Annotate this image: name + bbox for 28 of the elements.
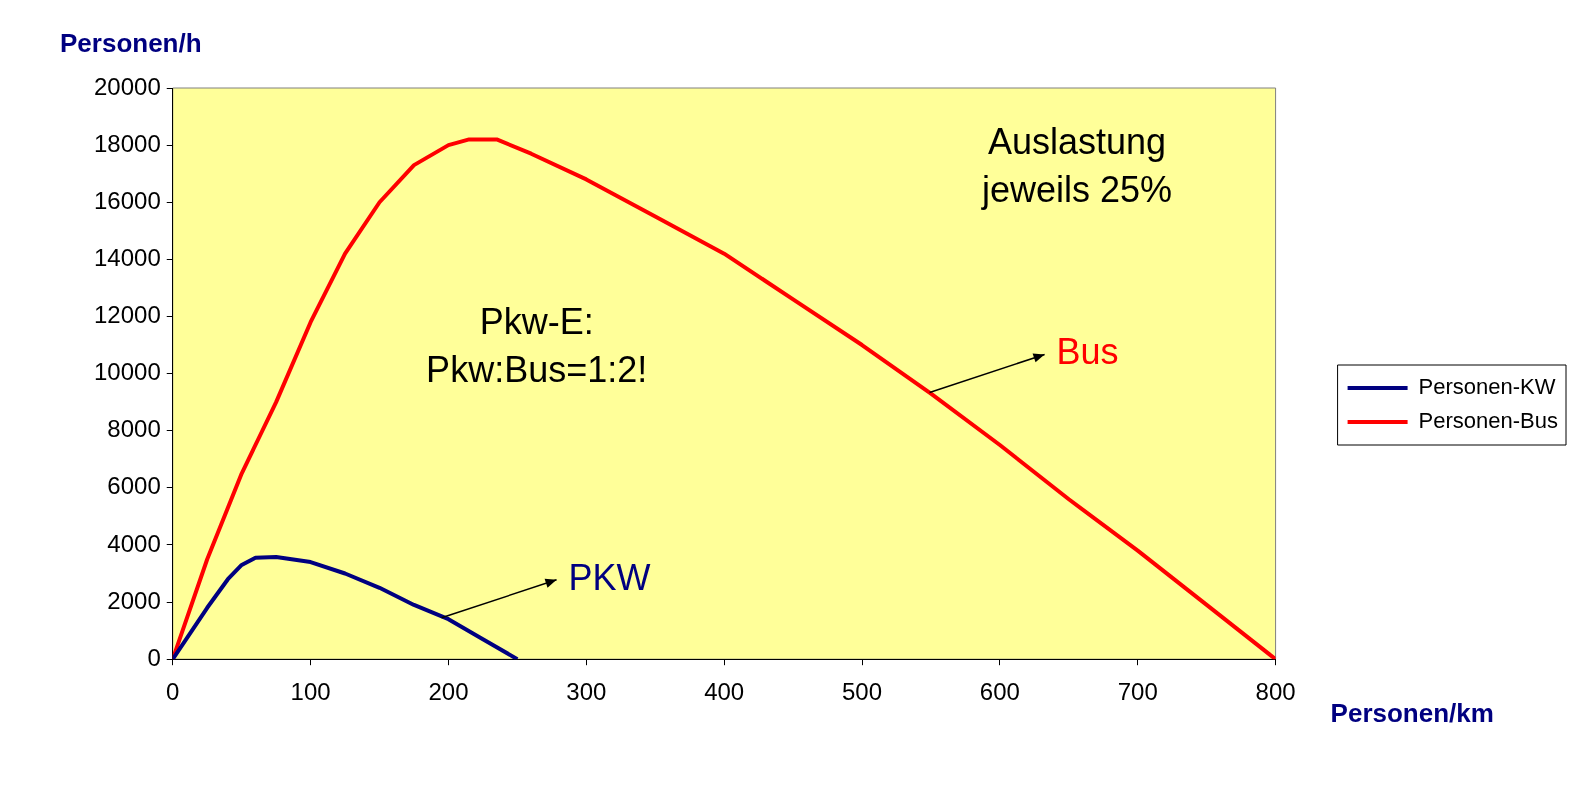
y-tick-label: 16000 [93,186,161,214]
x-tick-label: 200 [428,678,469,706]
x-tick-label: 800 [1255,678,1296,706]
y-tick-label: 2000 [107,586,161,614]
annotation: PKW [568,556,651,598]
annotation: Auslastung jeweils 25% [981,120,1173,210]
y-tick-label: 10000 [93,358,161,386]
y-tick-label: 6000 [107,472,161,500]
annotation: Bus [1056,331,1119,373]
y-tick-label: 14000 [93,243,161,271]
x-axis-title: Personen/km [1330,698,1494,729]
x-tick-label: 100 [290,678,331,706]
x-tick-label: 600 [979,678,1020,706]
x-tick-label: 700 [1117,678,1158,706]
annotation: Pkw-E: Pkw:Bus=1:2! [426,300,648,390]
x-tick-label: 500 [842,678,883,706]
y-tick-label: 12000 [93,301,161,329]
y-tick-label: 0 [147,643,161,671]
legend-label: Personen-KW [1418,374,1556,400]
y-tick-label: 18000 [93,129,161,157]
legend-label: Personen-Bus [1418,408,1559,434]
x-tick-label: 0 [166,678,180,706]
x-tick-label: 400 [704,678,745,706]
y-tick-label: 20000 [93,72,161,100]
y-axis-title: Personen/h [60,28,202,59]
y-tick-label: 4000 [107,529,161,557]
x-tick-label: 300 [566,678,607,706]
y-tick-label: 8000 [107,415,161,443]
